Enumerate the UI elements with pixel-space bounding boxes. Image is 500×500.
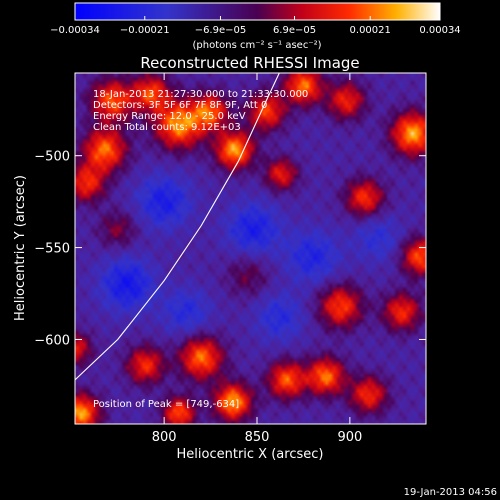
colorbar-ticks: −0.00034 −0.00021 0.00021 0.00034 −6.9e−05 6.… [50,16,461,36]
x-axis-ticks: 800 850 900 [152,73,362,445]
chart-title: Reconstructed RHESSI Image [140,54,359,72]
x-tick-label: 850 [245,430,270,445]
colorbar [74,2,441,21]
annotation-detectors: Detectors: 3F 5F 6F 7F 8F 9F, Att 0 [93,100,267,111]
heatmap-image [75,73,426,424]
y-tick-label: −550 [34,242,70,257]
y-axis-label: Heliocentric Y (arcsec) [13,175,28,321]
colorbar-tick-label: −0.00021 [120,25,170,36]
footer-timestamp: 19-Jan-2013 04:56 [404,487,497,498]
x-tick-label: 900 [337,430,362,445]
x-tick-label: 800 [152,430,177,445]
colorbar-unit-label: (photons cm⁻² s⁻¹ asec⁻²) [192,40,321,51]
y-tick-label: −500 [34,150,70,165]
x-axis-label: Heliocentric X (arcsec) [177,447,324,462]
annotation-clean-counts: Clean Total counts: 9.12E+03 [93,122,241,133]
annotation-energy-range: Energy Range: 12.0 - 25.0 keV [93,111,246,122]
colorbar-tick-label: −0.00034 [50,25,100,36]
colorbar-tick-label: 0.00034 [419,25,460,36]
colorbar-tick-label: −6.9e−05 [195,25,247,36]
colorbar-tick-label: 6.9e−05 [273,25,316,36]
colorbar-tick-label: 0.00021 [350,25,391,36]
plot-frame [74,72,427,425]
solar-limb-curve [75,73,280,381]
peak-position-label: Position of Peak = [749,-634] [93,399,239,410]
y-tick-label: −600 [34,333,70,348]
annotation-time-range: 18-Jan-2013 21:27:30.000 to 21:33:30.000 [93,89,308,100]
y-axis-ticks: −500 −550 −600 [34,150,426,348]
